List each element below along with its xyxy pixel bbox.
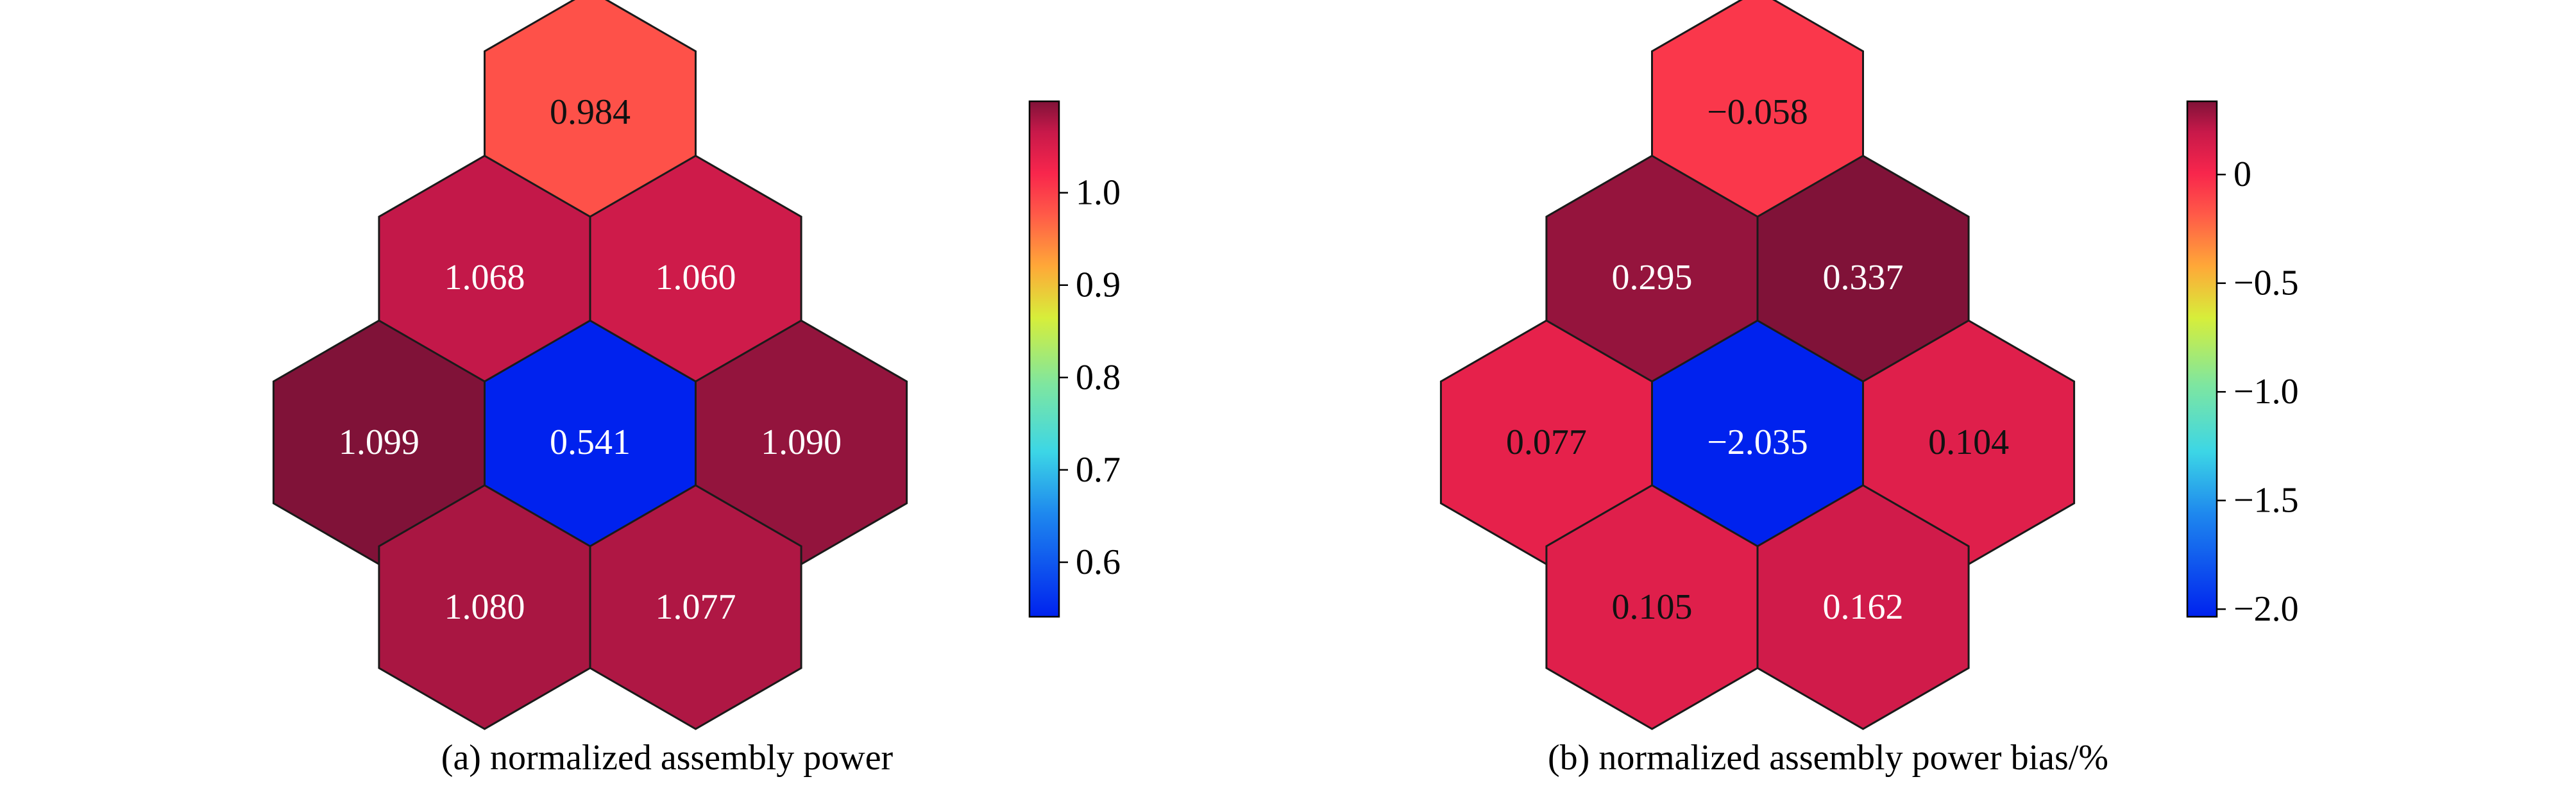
colorbar-tick-label: 0.9 <box>1076 265 1121 305</box>
hex-value-label: 1.090 <box>761 422 842 462</box>
colorbar-gradient <box>1030 101 1059 617</box>
panel-b-power-bias: −0.058 0.295 0.337 0.077 −2.035 0.104 0.105 0.1… <box>1439 0 2299 778</box>
colorbar-tick-label: −1.5 <box>2233 481 2299 521</box>
colorbar-b: 0 −0.5 −1.0 −1.5 −2.0 <box>2186 100 2299 629</box>
hex-value-label: 1.099 <box>339 422 419 462</box>
hex-map-a: 0.984 1.068 1.060 1.099 0.541 1.090 1.080 1.077 <box>272 0 908 730</box>
hex-value-label: 1.068 <box>444 258 525 297</box>
hex-value-label: 0.105 <box>1611 587 1692 627</box>
colorbar-tick-label: 0.6 <box>1076 542 1121 582</box>
caption-a: (a) normalized assembly power <box>441 738 894 778</box>
colorbar-frame <box>1028 100 1060 618</box>
hex-value-label: −0.058 <box>1707 92 1808 132</box>
hex-value-label: 0.104 <box>1928 422 2009 462</box>
hex-cell <box>1756 484 1970 730</box>
hex-value-label: 0.295 <box>1611 258 1692 297</box>
panel-a-power: 0.984 1.068 1.060 1.099 0.541 1.090 1.080 1.077… <box>272 0 1121 778</box>
hex-value-label: 0.337 <box>1823 258 1904 297</box>
hex-value-label: 1.080 <box>444 587 525 627</box>
colorbar-tick-label: −1.0 <box>2233 372 2299 412</box>
colorbar-tick-label: 0 <box>2233 155 2251 194</box>
colorbar-gradient <box>2187 101 2217 617</box>
hex-value-label: 0.541 <box>550 422 631 462</box>
colorbar-tick-label: −0.5 <box>2233 263 2299 303</box>
hex-value-label: 0.162 <box>1823 587 1904 627</box>
hex-value-label: 1.060 <box>656 258 736 297</box>
hex-cell <box>589 484 802 730</box>
colorbar-tick-label: −2.0 <box>2233 589 2299 629</box>
colorbar-a: 0.6 0.7 0.8 0.9 1.0 <box>1028 100 1121 618</box>
hex-value-label: 1.077 <box>656 587 736 627</box>
hex-map-b: −0.058 0.295 0.337 0.077 −2.035 0.104 0.105 0.1… <box>1439 0 2076 730</box>
colorbar-tick-label: 1.0 <box>1076 173 1121 213</box>
colorbar-frame <box>2186 100 2218 618</box>
colorbar-tick-label: 0.7 <box>1076 450 1121 490</box>
hex-value-label: 0.984 <box>550 92 631 132</box>
hex-value-label: 0.077 <box>1506 422 1587 462</box>
colorbar-tick-label: 0.8 <box>1076 358 1121 397</box>
caption-b: (b) normalized assembly power bias/% <box>1548 738 2108 778</box>
hex-value-label: −2.035 <box>1707 422 1808 462</box>
